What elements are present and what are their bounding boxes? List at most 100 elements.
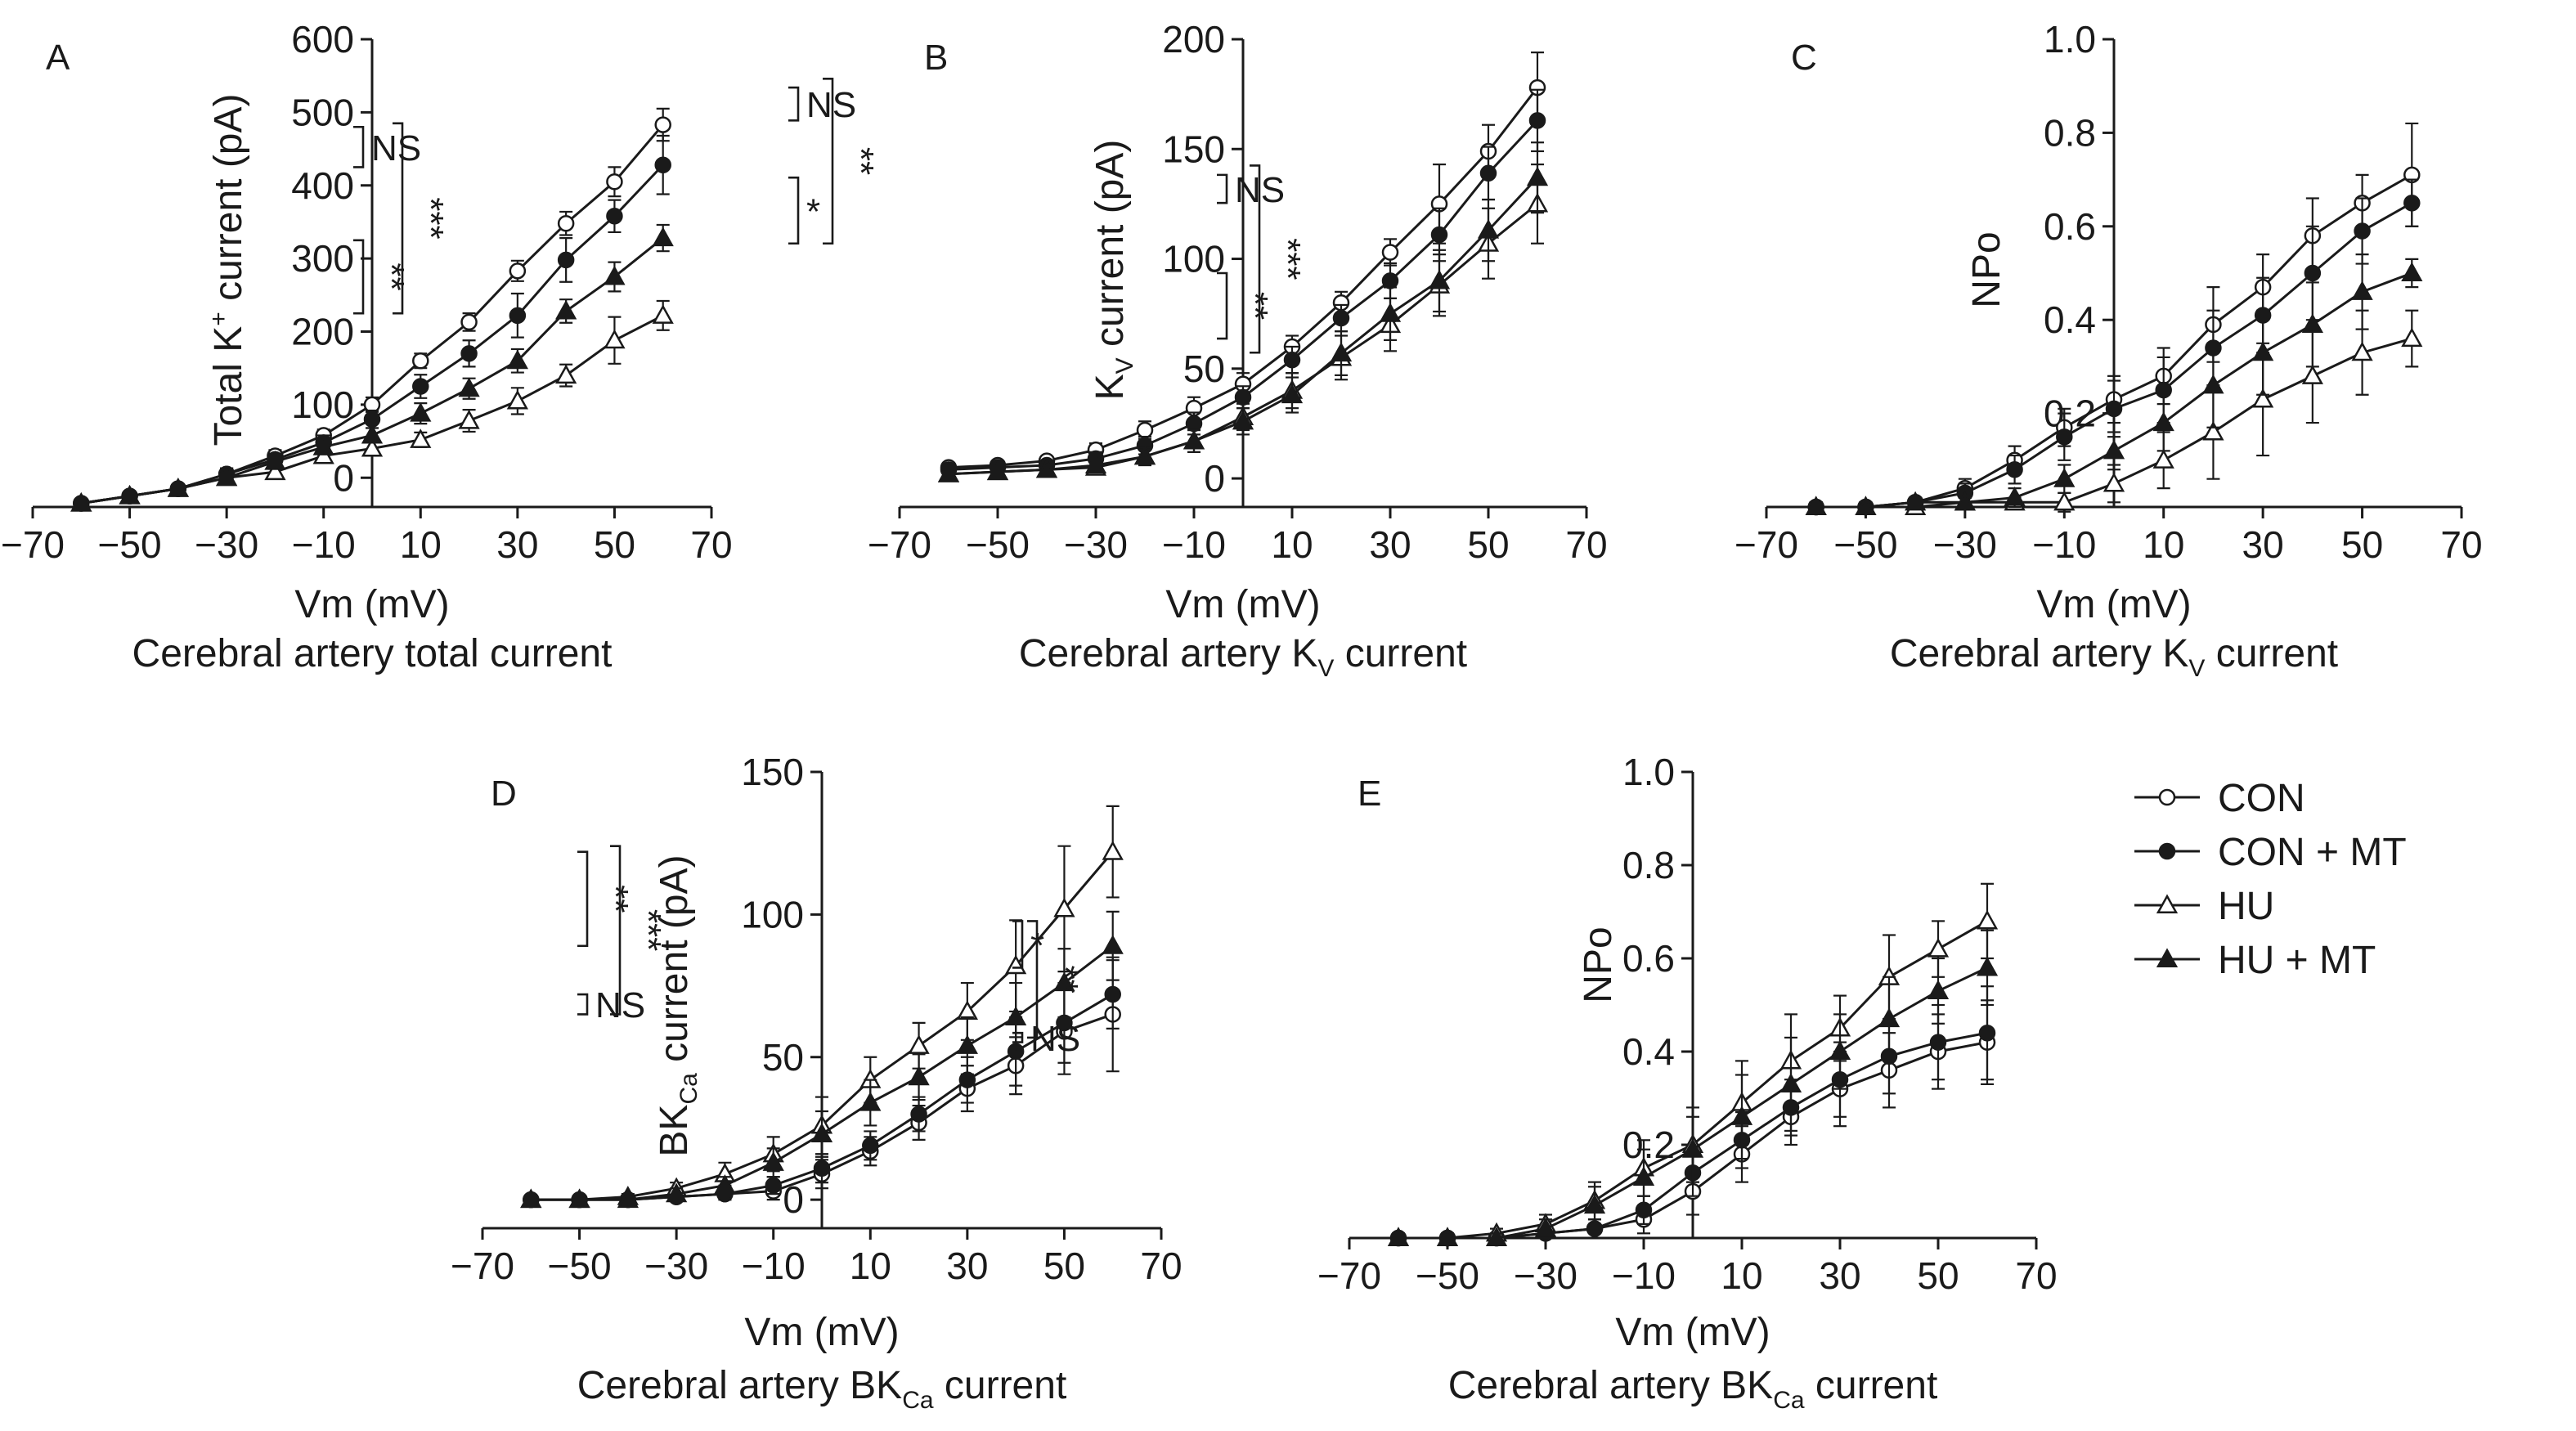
legend: CON CON + MT HU HU + MT <box>2134 777 2407 982</box>
point-con <box>654 116 671 133</box>
point-hu-mt <box>1905 491 1927 511</box>
point-hu <box>908 1034 930 1054</box>
point-hu <box>1927 938 1950 958</box>
point-hu-mt <box>1534 1218 1557 1237</box>
panel-B: −70 −50 −30 −10 10 30 50 70 0 50 100 150 200 B Vm (mV)… <box>788 18 1608 682</box>
point-con-mt <box>412 378 429 395</box>
significance-label: ** <box>1235 292 1275 320</box>
point-hu-mt <box>762 1151 784 1171</box>
y-tick-label: 0.4 <box>2044 298 2096 341</box>
x-tick-label: 10 <box>1271 523 1313 566</box>
x-tick-label: 50 <box>594 523 635 566</box>
series-hu-mt <box>937 141 1549 482</box>
y-tick-label: 400 <box>291 164 354 207</box>
point-hu-mt <box>1133 445 1156 465</box>
significance-bracket <box>610 845 622 1016</box>
legend-item-hu-mt: HU + MT <box>2134 939 2376 982</box>
x-tick-label: −10 <box>1612 1254 1676 1297</box>
point-hu-mt <box>1927 980 1950 999</box>
point-hu <box>2252 388 2274 408</box>
point-hu-mt <box>1379 303 1402 322</box>
x-tick-label: 10 <box>1721 1254 1762 1297</box>
x-tick-label: −30 <box>1933 523 1997 566</box>
point-hu-mt <box>2351 280 2373 300</box>
point-hu <box>2351 341 2373 361</box>
y-tick-label: 100 <box>741 893 804 935</box>
significance-bracket <box>353 239 365 315</box>
significance-bracket <box>1027 920 1039 1039</box>
point-hu-mt <box>1232 410 1254 430</box>
y-tick-label: 0.8 <box>2044 111 2096 154</box>
point-con-mt <box>1185 415 1203 433</box>
point-con-mt <box>2354 222 2371 240</box>
series-hu-mt <box>70 223 674 512</box>
x-tick-label: 30 <box>946 1245 988 1287</box>
legend-label: CON <box>2218 777 2305 820</box>
legend-label: CON + MT <box>2218 831 2407 874</box>
point-con-mt <box>1381 272 1399 289</box>
point-hu-mt <box>312 436 334 455</box>
significance-bracket <box>1012 920 1024 969</box>
point-hu <box>410 428 432 448</box>
point-hu <box>506 389 528 410</box>
point-hu-mt <box>70 491 92 512</box>
point-hu-mt <box>1583 1194 1606 1214</box>
significance-label: NS <box>1030 1019 1080 1059</box>
point-con-mt <box>2304 264 2322 282</box>
point-con <box>509 262 527 280</box>
point-hu-mt <box>2053 468 2076 487</box>
y-tick-label: 50 <box>1183 348 1225 390</box>
point-hu-mt <box>520 1188 542 1209</box>
point-con-mt <box>1929 1034 1947 1051</box>
point-hu-mt <box>555 299 577 320</box>
significance-bracket <box>393 122 404 315</box>
y-tick-label: 300 <box>291 237 354 280</box>
point-con <box>412 352 429 370</box>
legend-label: HU + MT <box>2218 939 2376 982</box>
y-tick-label: 0.6 <box>2044 205 2096 248</box>
panel-E: −70 −50 −30 −10 10 30 50 70 0.2 0.4 0.6 0.8 1.0 E Vm (… <box>1012 751 2058 1414</box>
x-tick-label: 10 <box>2143 523 2184 566</box>
significance-label: NS <box>371 128 421 168</box>
x-tick-label: 70 <box>2015 1254 2057 1297</box>
y-tick-label: 150 <box>741 751 804 793</box>
panel-letter: A <box>46 38 70 78</box>
point-hu <box>1102 841 1124 860</box>
point-hu-mt <box>506 349 528 370</box>
series-hu-mt <box>1805 253 2423 516</box>
panel-letter: C <box>1791 38 1817 78</box>
point-hu-mt <box>1053 971 1075 992</box>
series-hu-mt <box>520 910 1124 1209</box>
point-hu-mt <box>568 1188 590 1209</box>
y-tick-label: 100 <box>1162 238 1225 280</box>
point-hu <box>1976 909 1999 930</box>
point-con-mt <box>654 156 671 173</box>
point-hu-mt <box>2202 374 2224 394</box>
x-tick-label: −50 <box>1416 1254 1479 1297</box>
point-hu-mt <box>714 1174 736 1194</box>
y-tick-label: 0.4 <box>1622 1030 1675 1073</box>
legend-item-con: CON <box>2134 777 2305 820</box>
significance-label: ** <box>841 147 881 175</box>
significance-label: * <box>806 191 820 231</box>
point-hu-mt <box>361 424 384 444</box>
panel-letter: E <box>1358 774 1381 814</box>
point-con-mt <box>2056 428 2073 446</box>
x-tick-label: −10 <box>292 523 356 566</box>
point-hu-mt <box>1387 1227 1410 1247</box>
point-hu-mt <box>1005 1006 1027 1025</box>
significance-bracket <box>577 850 589 948</box>
point-hu-mt <box>410 402 432 422</box>
x-tick-label: −50 <box>966 523 1030 566</box>
y-tick-label: 0 <box>1204 457 1225 500</box>
significance-bracket <box>1250 164 1261 354</box>
point-hu <box>2401 327 2423 348</box>
y-tick-label: 100 <box>291 384 354 426</box>
x-tick-label: −50 <box>98 523 162 566</box>
y-axis-title: Total K+ current (pA) <box>205 93 250 446</box>
point-hu-mt <box>1102 935 1124 954</box>
point-hu <box>555 364 577 384</box>
point-hu-mt <box>1976 956 1999 976</box>
point-con-mt <box>2105 400 2123 418</box>
